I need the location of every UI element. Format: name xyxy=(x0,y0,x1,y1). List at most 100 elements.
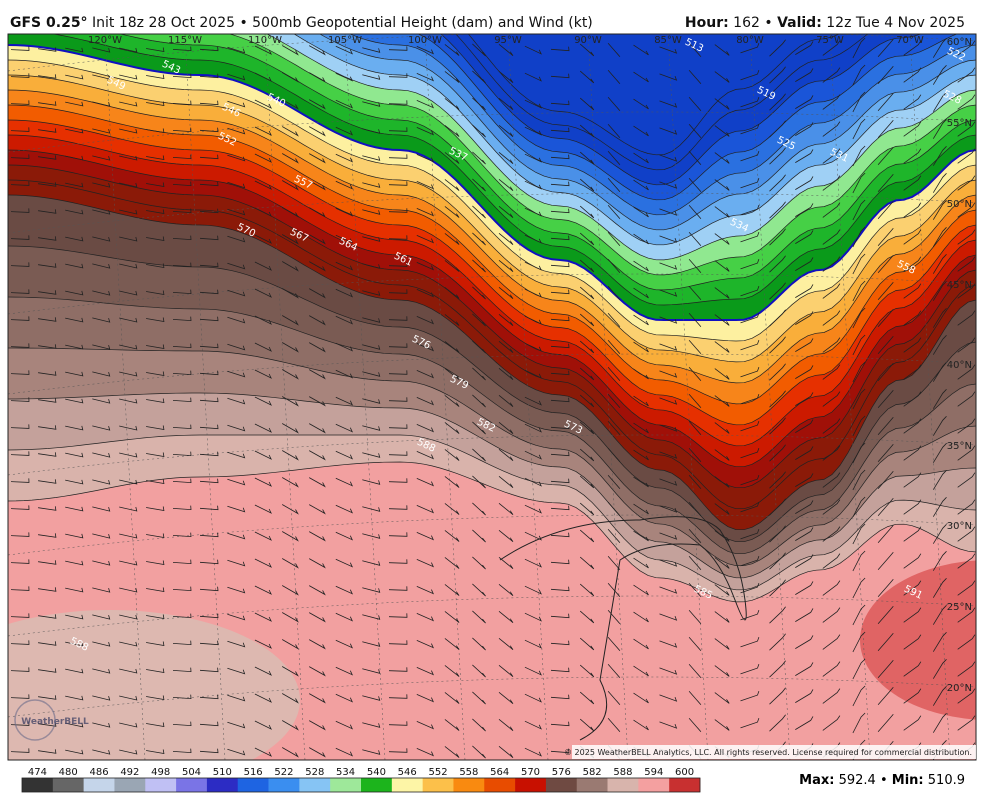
colorbar-swatch xyxy=(114,778,146,792)
colorbar-swatch xyxy=(52,778,84,792)
latitude-label: 55°N xyxy=(947,118,972,129)
contour-line xyxy=(228,34,976,276)
colorbar-label: 534 xyxy=(336,767,355,778)
parallel xyxy=(8,111,976,153)
meridian xyxy=(587,34,629,760)
colorbar-label: 528 xyxy=(305,767,324,778)
tan-region xyxy=(8,610,300,760)
latitude-label: 45°N xyxy=(947,280,972,291)
colorbar-swatch xyxy=(330,778,362,792)
colorbar-swatch xyxy=(607,778,639,792)
colorbar-label: 576 xyxy=(552,767,571,778)
coastline xyxy=(499,516,747,741)
contour-line xyxy=(8,461,976,603)
contour-line xyxy=(417,34,958,201)
meridian xyxy=(184,34,226,760)
colorbar-swatch xyxy=(145,778,177,792)
latitude-label: 40°N xyxy=(947,360,972,371)
contour-line xyxy=(349,34,976,216)
valid: 12z Tue 4 Nov 2025 xyxy=(826,15,965,31)
latitude-label: 25°N xyxy=(947,602,972,613)
meridian xyxy=(424,34,466,760)
latitude-label: 50°N xyxy=(947,199,972,210)
contour-line xyxy=(266,34,976,261)
colorbar-swatch xyxy=(545,778,578,792)
parallel xyxy=(8,514,976,556)
colorbar-label: 594 xyxy=(644,767,663,778)
min-value: 510.9 xyxy=(928,773,965,788)
colorbar-label: 486 xyxy=(89,767,108,778)
latitude-label: 20°N xyxy=(947,683,972,694)
min-label: Min: xyxy=(892,773,924,788)
description: Init 18z 28 Oct 2025 • 500mb Geopotentia… xyxy=(92,15,593,31)
colorbar-label: 510 xyxy=(213,767,232,778)
colorbar-label: 504 xyxy=(182,767,201,778)
colorbar-label: 474 xyxy=(28,767,47,778)
colorbar-label: 564 xyxy=(490,767,509,778)
longitude-label: 110°W xyxy=(248,35,282,46)
parallel xyxy=(8,676,976,718)
header-right: Hour: 162 • Valid: 12z Tue 4 Nov 2025 xyxy=(685,15,965,31)
meridian xyxy=(344,34,386,760)
contour-line xyxy=(8,119,976,426)
header-left: GFS 0.25° Init 18z 28 Oct 2025 • 500mb G… xyxy=(10,15,593,31)
colorbar-swatch xyxy=(299,778,331,792)
contour-line xyxy=(8,74,976,363)
contour-line xyxy=(8,392,976,579)
max-label: Max: xyxy=(799,773,834,788)
hour-label: Hour: xyxy=(685,15,729,31)
map-labels: 120°W 115°W 110°W 105°W 100°W 95°W 90°W 85°W 80°… xyxy=(14,35,976,759)
meridian xyxy=(667,34,709,760)
copyright: © 2025 WeatherBELL Analytics, LLC. All r… xyxy=(564,748,972,757)
longitude-label: 115°W xyxy=(168,35,202,46)
colorbar-swatch xyxy=(237,778,269,792)
colorbar-swatch xyxy=(206,778,239,792)
colorbar-swatch xyxy=(515,778,547,792)
contour-line xyxy=(455,34,869,171)
colorbar-swatch xyxy=(422,778,454,792)
contour-line xyxy=(8,194,976,531)
colorbar-swatch xyxy=(638,778,670,792)
model: GFS 0.25° xyxy=(10,15,88,31)
colorbar-swatch xyxy=(22,778,54,792)
latitude-label: 60°N xyxy=(947,37,972,48)
contour-line xyxy=(118,34,976,291)
colorbar-label: 498 xyxy=(151,767,170,778)
hour: 162 • xyxy=(733,15,772,31)
parallel xyxy=(8,34,976,72)
longitude-label: 105°W xyxy=(328,35,362,46)
colorbar-label: 480 xyxy=(59,767,78,778)
contour-line xyxy=(8,164,976,489)
colorbar-swatch xyxy=(453,778,485,792)
colorbar: 474 480 486 492 498 504 510 516 522 528 534 540 546 5… xyxy=(21,767,701,793)
longitude-label: 100°W xyxy=(408,35,442,46)
colorbar-swatch xyxy=(484,778,516,792)
valid-label: Valid: xyxy=(777,15,822,31)
longitude-label: 70°W xyxy=(896,35,924,46)
contour-line xyxy=(440,34,922,186)
contour-line xyxy=(8,245,976,543)
contour-line xyxy=(8,43,976,321)
contour-line xyxy=(8,434,976,591)
contour-line xyxy=(8,89,976,384)
contour-line xyxy=(8,134,976,447)
max-value: 592.4 • xyxy=(839,773,888,788)
wind-barbs xyxy=(10,37,976,760)
colorbar-swatch xyxy=(669,778,701,792)
red-region xyxy=(860,560,976,720)
longitude-label: 75°W xyxy=(816,35,844,46)
colorbar-swatch xyxy=(576,778,608,792)
contour-line xyxy=(8,149,976,468)
height-band xyxy=(468,34,840,155)
meridian xyxy=(104,34,146,760)
colorbar-label: 558 xyxy=(459,767,478,778)
colorbar-label: 600 xyxy=(675,767,694,778)
longitude-label: 95°W xyxy=(494,35,522,46)
contour-line xyxy=(293,34,976,246)
colorbar-label: 492 xyxy=(120,767,139,778)
parallel xyxy=(8,192,976,234)
contour-line xyxy=(8,347,976,567)
colorbar-swatch xyxy=(176,778,208,792)
longitude-label: 90°W xyxy=(574,35,602,46)
